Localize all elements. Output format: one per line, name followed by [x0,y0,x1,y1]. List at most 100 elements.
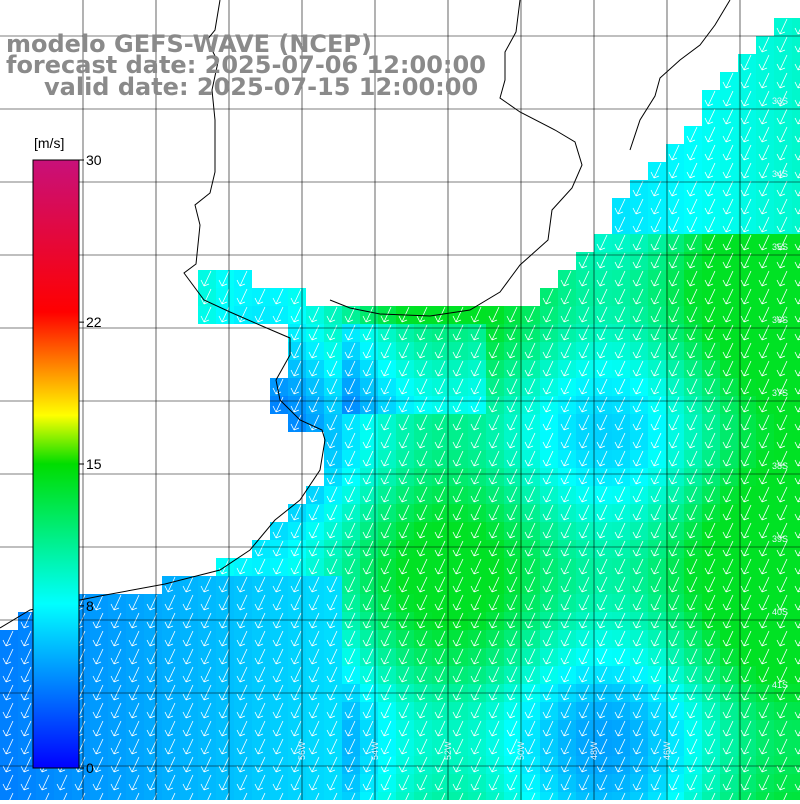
wind-arrow [650,504,662,521]
wind-arrow [200,738,212,755]
title-forecast-date: forecast date: 2025-07-06 12:00:00 [6,51,486,79]
wind-arrow [434,504,446,521]
wind-cell [792,666,800,684]
wind-arrow [290,576,302,593]
wind-arrow [794,549,800,557]
wind-arrow [524,324,536,341]
wind-arrow [704,198,716,215]
wind-arrow [92,666,104,683]
wind-arrow [704,648,716,665]
wind-arrow [164,594,176,611]
wind-arrow [452,486,464,503]
wind-arrow [200,630,212,647]
wind-arrow [704,108,716,125]
wind-arrow [128,774,140,791]
wind-cell [630,792,648,804]
wind-arrow [452,756,464,773]
wind-arrow [542,486,554,503]
wind-cell [792,558,800,576]
wind-arrow [344,702,356,719]
wind-arrow [398,738,410,755]
wind-arrow [578,378,590,395]
wind-arrow [632,684,644,701]
wind-cell [792,324,800,342]
wind-arrow [416,612,428,629]
wind-arrow [326,558,338,575]
wind-arrow [686,684,698,701]
wind-cell [234,792,252,804]
wind-cell [792,522,800,540]
wind-arrow [524,306,536,323]
wind-arrow [362,378,374,395]
wind-arrow [416,684,428,701]
wind-arrow [488,576,500,593]
wind-arrow [488,738,500,755]
wind-arrow [506,342,518,359]
wind-arrow [650,612,662,629]
wind-arrow [758,576,770,593]
wind-arrow [560,684,572,701]
wind-arrow [506,450,518,467]
wind-arrow [380,324,392,341]
wind-arrow [524,540,536,557]
wind-arrow [560,468,572,485]
wind-arrow [560,648,572,665]
wind-arrow [740,720,752,737]
wind-arrow [578,684,590,701]
wind-arrow [614,666,626,683]
colorbar-unit: [m/s] [34,135,64,151]
wind-arrow [794,459,800,467]
wind-arrow [758,36,770,53]
wind-arrow [686,486,698,503]
wind-arrow [578,594,590,611]
wind-arrow [110,738,122,755]
wind-arrow [218,576,230,593]
wind-arrow [506,396,518,413]
wind-arrow [758,90,770,107]
wind-arrow [596,594,608,611]
wind-arrow [542,738,554,755]
wind-arrow [470,468,482,485]
wind-arrow [794,261,800,269]
wind-arrow [632,540,644,557]
wind-arrow [740,162,752,179]
wind-arrow [740,486,752,503]
wind-cell [432,792,450,804]
wind-arrow [704,342,716,359]
wind-cell [792,594,800,612]
wind-arrow [416,432,428,449]
wind-arrow [722,432,734,449]
wind-arrow [614,576,626,593]
wind-arrow [740,360,752,377]
wind-arrow [704,126,716,143]
wind-arrow [344,630,356,647]
wind-arrow [758,144,770,161]
wind-arrow [776,18,788,35]
wind-arrow [470,324,482,341]
wind-arrow [344,396,356,413]
wind-arrow [524,576,536,593]
wind-cell [252,792,270,804]
wind-arrow [416,522,428,539]
wind-arrow [128,720,140,737]
wind-arrow [596,450,608,467]
wind-arrow [704,738,716,755]
wind-arrow [722,666,734,683]
wind-arrow [650,702,662,719]
wind-arrow [344,720,356,737]
wind-arrow [704,180,716,197]
wind-arrow [614,324,626,341]
wind-arrow [524,342,536,359]
wind-arrow [524,414,536,431]
wind-arrow [650,432,662,449]
wind-arrow [668,720,680,737]
wind-arrow [650,576,662,593]
wind-arrow [668,702,680,719]
wind-arrow [506,414,518,431]
wind-arrow [524,720,536,737]
wind-arrow [452,540,464,557]
wind-arrow [596,666,608,683]
wind-arrow [470,612,482,629]
wind-arrow [326,684,338,701]
wind-arrow [578,288,590,305]
